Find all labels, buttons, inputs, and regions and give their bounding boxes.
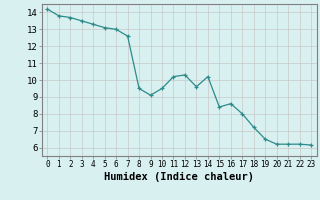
X-axis label: Humidex (Indice chaleur): Humidex (Indice chaleur): [104, 172, 254, 182]
